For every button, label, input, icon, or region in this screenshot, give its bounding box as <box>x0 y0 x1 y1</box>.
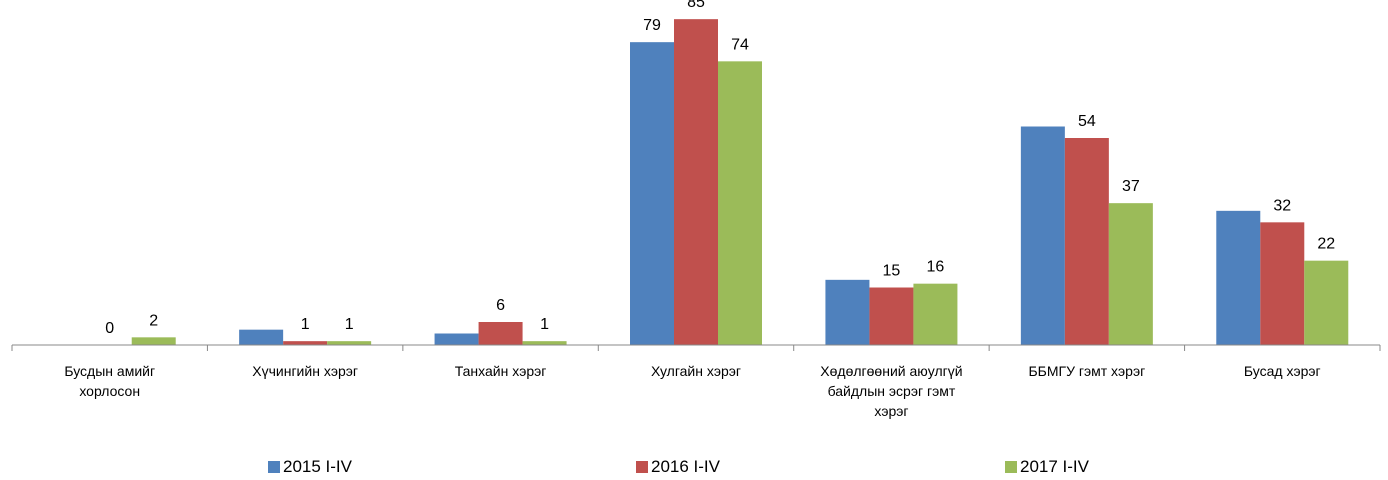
value-label: 1 <box>301 316 310 333</box>
x-tick-label: Бусдын амийг хорлосон <box>64 363 156 399</box>
value-label: 2 <box>149 312 158 329</box>
bar <box>1260 222 1305 345</box>
legend-label: 2016 I-IV <box>651 457 720 476</box>
value-label: 16 <box>927 259 945 276</box>
bar <box>1216 210 1261 345</box>
legend-label: 2017 I-IV <box>1020 457 1089 476</box>
bar <box>825 279 870 345</box>
bar <box>1304 260 1349 345</box>
bar <box>630 42 674 346</box>
value-label: 0 <box>105 320 114 337</box>
bar <box>478 322 523 345</box>
x-tick-label: Хөдөлгөөний аюулгүй байдлын эсрэг гэмт х… <box>820 363 963 419</box>
value-label: 32 <box>1273 197 1291 214</box>
value-label: 54 <box>1078 113 1096 130</box>
value-label: 1 <box>540 316 549 333</box>
x-tick-label: Хулгайн хэрэг <box>650 363 742 379</box>
value-label: 74 <box>731 36 749 53</box>
x-tick-label: Танхайн хэрэг <box>454 363 547 379</box>
x-tick-label: Хүчингийн хэрэг <box>252 363 358 379</box>
bar <box>1108 203 1153 345</box>
value-label: 15 <box>883 263 901 280</box>
bar <box>1064 138 1109 345</box>
legend-swatch <box>636 461 648 473</box>
legend-swatch <box>268 461 280 473</box>
value-label: 79 <box>643 17 661 34</box>
bar <box>434 333 479 345</box>
bar <box>674 19 718 346</box>
bar <box>869 287 914 345</box>
legend-label: 2015 I-IV <box>283 457 352 476</box>
bar <box>522 341 567 345</box>
legend-swatch <box>1005 461 1017 473</box>
bar <box>239 329 284 345</box>
value-label: 37 <box>1122 178 1140 195</box>
x-tick-label: Бусад хэрэг <box>1243 363 1321 379</box>
x-tick-label: ББМГУ гэмт хэрэг <box>1028 363 1146 379</box>
bar <box>131 337 176 345</box>
value-label: 1 <box>345 316 354 333</box>
bar <box>1020 126 1065 345</box>
value-label: 6 <box>496 297 505 314</box>
value-label: 22 <box>1317 236 1335 253</box>
bar <box>718 61 762 345</box>
bar <box>913 283 958 345</box>
value-label: 85 <box>687 0 705 11</box>
bar <box>327 341 372 345</box>
bar <box>283 341 328 345</box>
